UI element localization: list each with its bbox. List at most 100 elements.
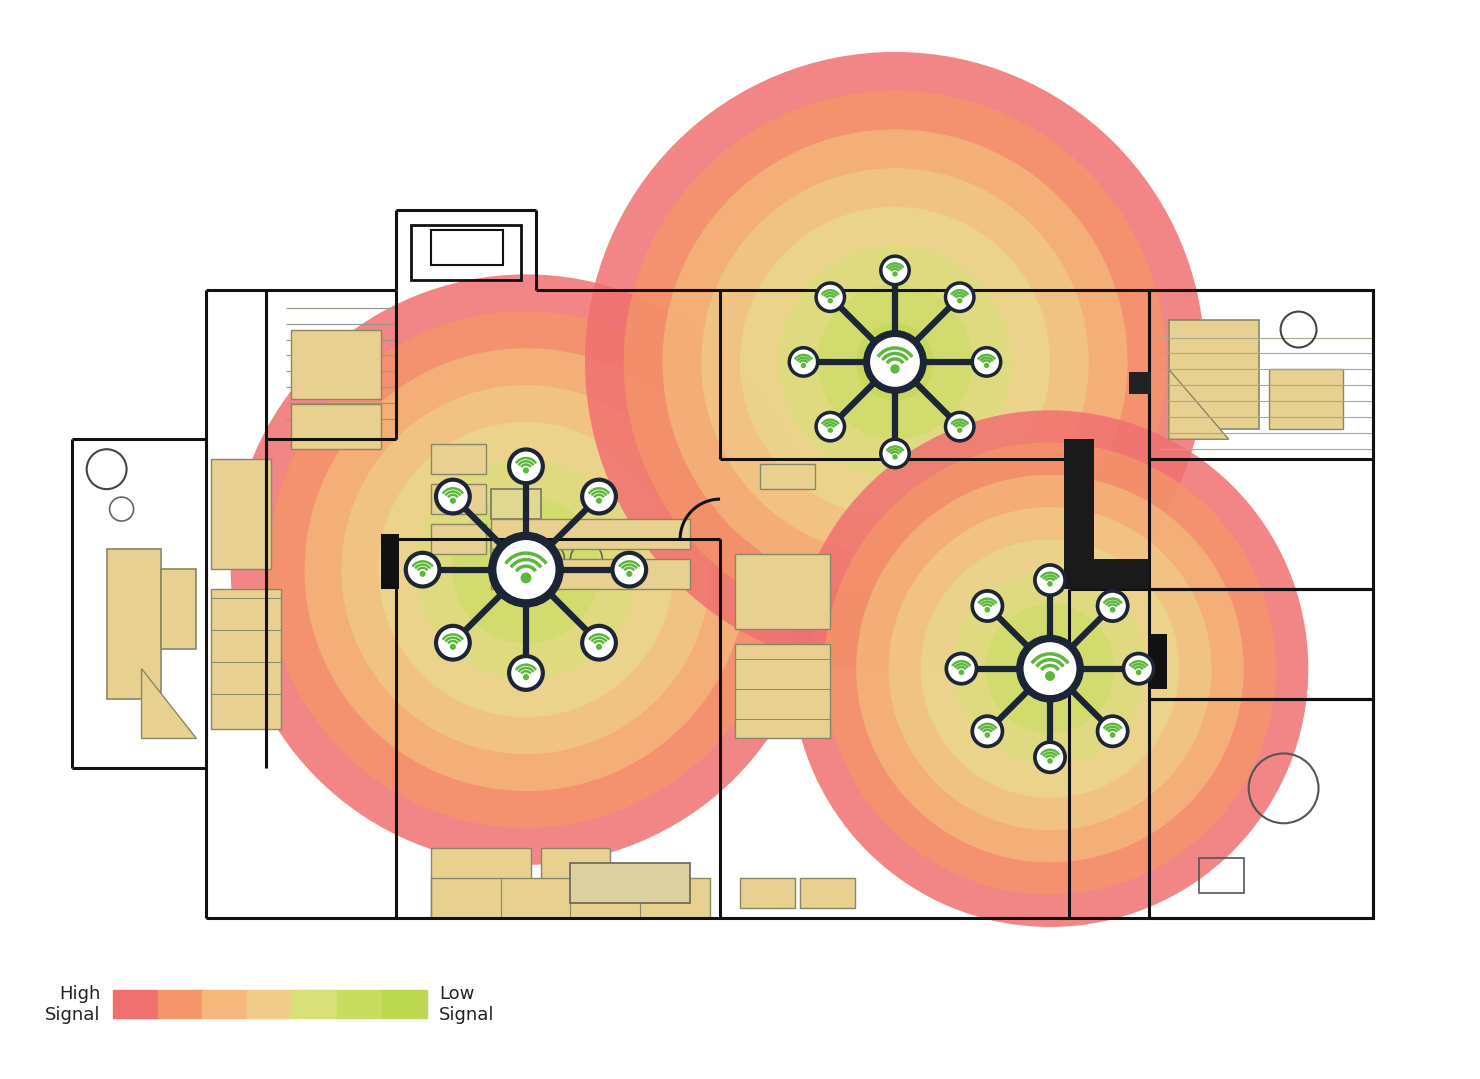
Bar (1268, 369, 1344, 429)
Circle shape (623, 91, 1166, 633)
Circle shape (1033, 563, 1067, 597)
Polygon shape (142, 669, 197, 738)
Circle shape (702, 168, 1089, 556)
Bar (1169, 319, 1258, 429)
Circle shape (863, 330, 926, 394)
Circle shape (944, 411, 975, 442)
Circle shape (342, 385, 710, 754)
Bar (203, 991, 247, 1019)
Circle shape (511, 451, 540, 481)
Bar (431, 883, 530, 918)
Circle shape (778, 246, 1011, 478)
Bar (431, 445, 485, 474)
Circle shape (1100, 592, 1126, 619)
Circle shape (416, 459, 636, 681)
Circle shape (596, 644, 601, 650)
Circle shape (596, 498, 601, 503)
Circle shape (984, 364, 989, 368)
Circle shape (1110, 607, 1114, 612)
Circle shape (521, 573, 531, 583)
Bar (292, 329, 380, 399)
Circle shape (488, 533, 562, 606)
Circle shape (1125, 655, 1151, 682)
Circle shape (404, 550, 441, 588)
Circle shape (508, 448, 545, 486)
Circle shape (958, 299, 962, 303)
Circle shape (802, 364, 805, 368)
Circle shape (508, 654, 545, 692)
Bar (337, 991, 382, 1019)
Circle shape (947, 414, 972, 439)
Text: High
Signal: High Signal (46, 985, 101, 1024)
Circle shape (453, 496, 599, 643)
Bar (491, 529, 540, 559)
Bar (431, 524, 485, 554)
Circle shape (953, 572, 1147, 765)
Circle shape (817, 285, 972, 439)
Circle shape (420, 572, 425, 576)
Circle shape (438, 482, 468, 511)
Circle shape (949, 655, 975, 682)
Circle shape (1024, 642, 1076, 695)
Circle shape (879, 255, 912, 286)
Circle shape (496, 541, 555, 599)
Circle shape (580, 478, 619, 516)
Circle shape (1137, 670, 1141, 674)
Circle shape (857, 324, 934, 400)
Circle shape (959, 670, 963, 674)
Circle shape (971, 589, 1005, 623)
Bar (380, 534, 400, 589)
Circle shape (1095, 714, 1129, 748)
Circle shape (1017, 634, 1083, 702)
Circle shape (814, 411, 847, 442)
Circle shape (974, 350, 999, 374)
Circle shape (663, 129, 1128, 595)
Bar (161, 569, 197, 648)
Circle shape (790, 350, 815, 374)
Bar (540, 848, 610, 918)
Bar (1199, 858, 1243, 893)
Circle shape (892, 272, 897, 276)
Bar (431, 230, 503, 264)
Circle shape (986, 604, 1114, 734)
Circle shape (958, 428, 962, 432)
Bar (491, 559, 690, 589)
Bar (247, 991, 292, 1019)
Circle shape (450, 644, 456, 650)
Circle shape (870, 337, 921, 386)
Circle shape (986, 607, 990, 612)
Circle shape (511, 658, 540, 687)
Bar (112, 991, 157, 1019)
Bar (736, 554, 830, 629)
Circle shape (408, 555, 438, 585)
Circle shape (829, 299, 832, 303)
Bar (1148, 289, 1373, 460)
Circle shape (1048, 582, 1052, 586)
Bar (411, 224, 521, 279)
Circle shape (891, 365, 898, 373)
Bar (212, 460, 271, 569)
Circle shape (944, 282, 975, 313)
Circle shape (1122, 652, 1156, 685)
Bar (1064, 559, 1148, 589)
Bar (491, 519, 690, 549)
Circle shape (986, 733, 990, 737)
Bar (212, 589, 281, 728)
Circle shape (787, 346, 820, 378)
Circle shape (434, 478, 472, 516)
Circle shape (488, 532, 564, 607)
Polygon shape (1169, 369, 1228, 439)
Circle shape (1100, 718, 1126, 745)
Bar (431, 878, 710, 918)
Bar (382, 991, 426, 1019)
Circle shape (231, 274, 821, 865)
Circle shape (882, 441, 907, 466)
Bar (1148, 698, 1373, 918)
Circle shape (792, 410, 1308, 927)
Circle shape (434, 624, 472, 661)
Bar (292, 991, 337, 1019)
Circle shape (628, 572, 632, 576)
Circle shape (614, 555, 644, 585)
Circle shape (947, 285, 972, 310)
Bar (759, 464, 815, 489)
